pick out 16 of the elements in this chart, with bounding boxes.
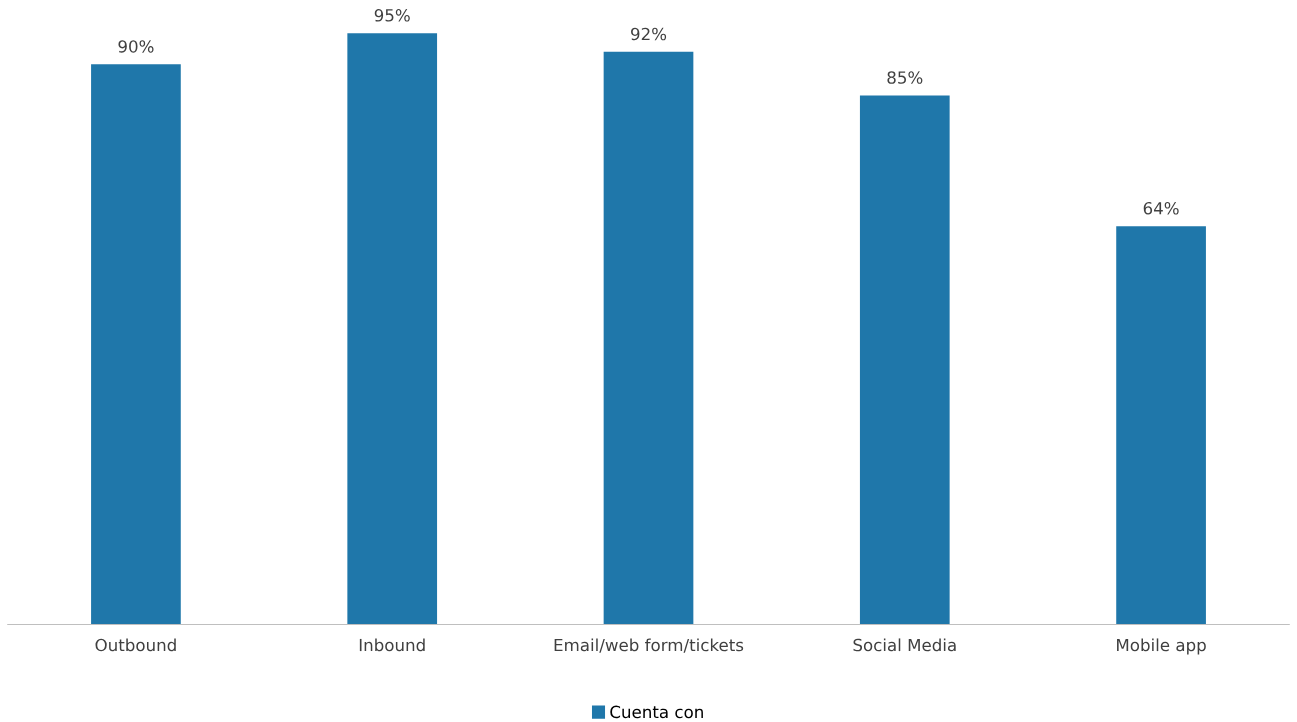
bar [1116,226,1206,625]
legend-label: Cuenta con [610,705,703,719]
data-label: 90% [118,40,154,53]
bar [347,33,438,625]
data-label: 85% [887,71,923,84]
x-tick-label: Email/web form/tickets [554,638,744,653]
data-label: 64% [1143,201,1179,215]
x-tick-label: Outbound [95,638,176,652]
bar [603,51,694,625]
bar [91,64,181,625]
x-tick-label: Mobile app [1117,638,1206,655]
data-label: 92% [631,27,667,41]
data-label: 95% [374,9,410,22]
bar [859,95,950,625]
x-tick-label: Inbound [359,638,425,652]
x-tick-label: Social Media [853,638,956,652]
